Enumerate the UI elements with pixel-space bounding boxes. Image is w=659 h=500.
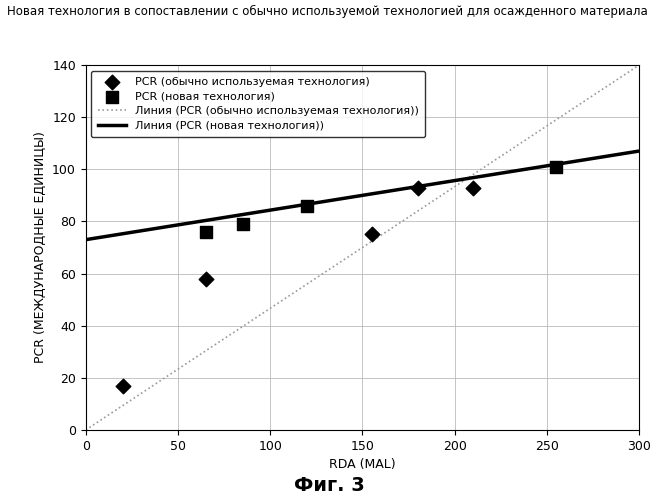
PCR (новая технология) [551, 162, 561, 170]
Text: Фиг. 3: Фиг. 3 [294, 476, 365, 495]
PCR (новая технология) [302, 202, 312, 210]
PCR (новая технология) [237, 220, 248, 228]
PCR (обычно используемая технология) [117, 382, 128, 390]
PCR (обычно используемая технология) [200, 275, 211, 283]
Legend: PCR (обычно используемая технология), PCR (новая технология), Линия (PCR (обычно: PCR (обычно используемая технология), PC… [91, 70, 425, 137]
Y-axis label: PCR (МЕЖДУНАРОДНЫЕ ЕДИНИЦЫ): PCR (МЕЖДУНАРОДНЫЕ ЕДИНИЦЫ) [34, 132, 47, 364]
X-axis label: RDA (MAL): RDA (MAL) [329, 458, 396, 471]
PCR (обычно используемая технология) [366, 230, 377, 238]
PCR (обычно используемая технология) [468, 184, 478, 192]
Text: Новая технология в сопоставлении с обычно используемой технологией для осажденно: Новая технология в сопоставлении с обычн… [7, 5, 647, 18]
PCR (обычно используемая технология) [413, 184, 423, 192]
PCR (новая технология) [200, 228, 211, 236]
